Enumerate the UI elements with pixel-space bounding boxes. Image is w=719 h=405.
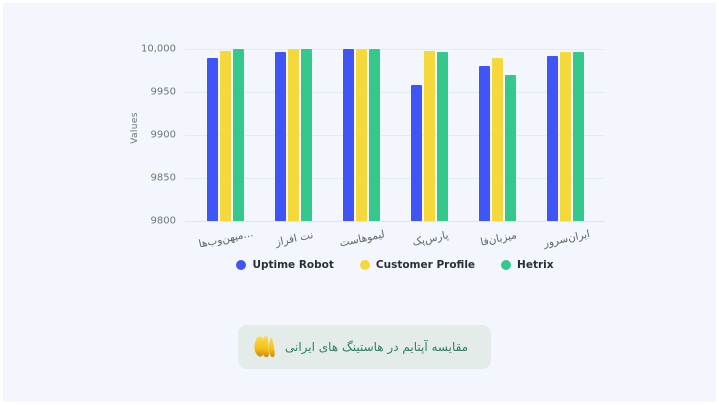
- legend-label: Customer Profile: [375, 259, 476, 271]
- y-axis-tick-label: 9800: [150, 215, 176, 227]
- y-axis-tick-label: 9850: [150, 172, 176, 184]
- gridline: [185, 221, 605, 222]
- bar[interactable]: [232, 49, 244, 221]
- bar[interactable]: [206, 57, 218, 221]
- x-axis-tick-label: پارس‌پک: [411, 229, 450, 249]
- legend-label: Uptime Robot: [252, 259, 334, 271]
- legend-swatch-icon: [359, 260, 370, 270]
- bar[interactable]: [559, 51, 571, 221]
- bar[interactable]: [274, 52, 286, 221]
- x-axis-tick-label: لیموهاست: [338, 228, 386, 250]
- legend-label: Hetrix: [517, 259, 554, 271]
- x-axis-label-cell: ایران‌سرور: [531, 227, 599, 250]
- caption-chip: مقایسه آپتایم در هاستینگ های ایرانی: [238, 325, 491, 369]
- bar[interactable]: [368, 49, 380, 221]
- x-axis-label-cell: ...میهن‌وب‌ها: [191, 227, 259, 250]
- gridline: [185, 178, 605, 179]
- x-axis-label-cell: میزبان‌فا: [463, 227, 531, 249]
- bar-group: [191, 49, 259, 221]
- legend-item[interactable]: Uptime Robot: [236, 259, 334, 271]
- bar[interactable]: [572, 51, 584, 221]
- legend-item[interactable]: Hetrix: [501, 259, 554, 271]
- legend-item[interactable]: Customer Profile: [359, 259, 476, 271]
- bar[interactable]: [219, 50, 231, 221]
- bar[interactable]: [423, 50, 435, 221]
- bar-group: [463, 49, 531, 221]
- x-axis-tick-label: نت افراز: [274, 229, 315, 249]
- plot-area: 9800 9850 9900 9950 10,000: [141, 44, 605, 227]
- bar-group: [259, 49, 327, 221]
- brand-leaf-logo-icon: [254, 336, 275, 358]
- x-axis-labels: ...میهن‌وب‌ها نت افراز لیموهاست پارس‌پک میزب…: [185, 227, 605, 250]
- bar[interactable]: [300, 49, 312, 221]
- bars-layer: [185, 49, 605, 221]
- bar[interactable]: [478, 66, 490, 221]
- gridline: [185, 135, 605, 136]
- x-axis-label-cell: نت افراز: [259, 227, 327, 249]
- bar-group: [327, 49, 395, 221]
- legend-swatch-icon: [236, 260, 247, 270]
- bar-group: [531, 49, 599, 221]
- bar[interactable]: [355, 49, 367, 221]
- bar[interactable]: [504, 74, 516, 221]
- gridline: [185, 49, 605, 50]
- y-axis-tick-label: 9950: [150, 86, 176, 98]
- bar[interactable]: [410, 85, 422, 221]
- bar[interactable]: [287, 49, 299, 221]
- bar-group: [395, 49, 463, 221]
- y-axis-tick-label: 9900: [150, 129, 176, 141]
- x-axis-label-cell: پارس‌پک: [395, 227, 463, 249]
- bar-chart-figure: Values 9800 9850 9900 9950 10,000 ...میهن‌وب…: [107, 31, 637, 281]
- x-axis-tick-label: ایران‌سرور: [542, 228, 591, 250]
- bar[interactable]: [546, 55, 558, 221]
- chart-legend: Uptime Robot Customer Profile Hetrix: [185, 259, 605, 271]
- bar[interactable]: [436, 51, 448, 221]
- bar[interactable]: [491, 57, 503, 221]
- legend-swatch-icon: [501, 260, 512, 270]
- bar[interactable]: [342, 49, 354, 221]
- x-axis-tick-label: میزبان‌فا: [479, 229, 518, 249]
- y-axis-title: Values: [130, 112, 140, 144]
- x-axis-tick-label: ...میهن‌وب‌ها: [197, 227, 255, 251]
- gridline: [185, 92, 605, 93]
- caption-text: مقایسه آپتایم در هاستینگ های ایرانی: [285, 340, 469, 354]
- y-axis-tick-label: 10,000: [141, 43, 176, 55]
- x-axis-label-cell: لیموهاست: [327, 227, 395, 250]
